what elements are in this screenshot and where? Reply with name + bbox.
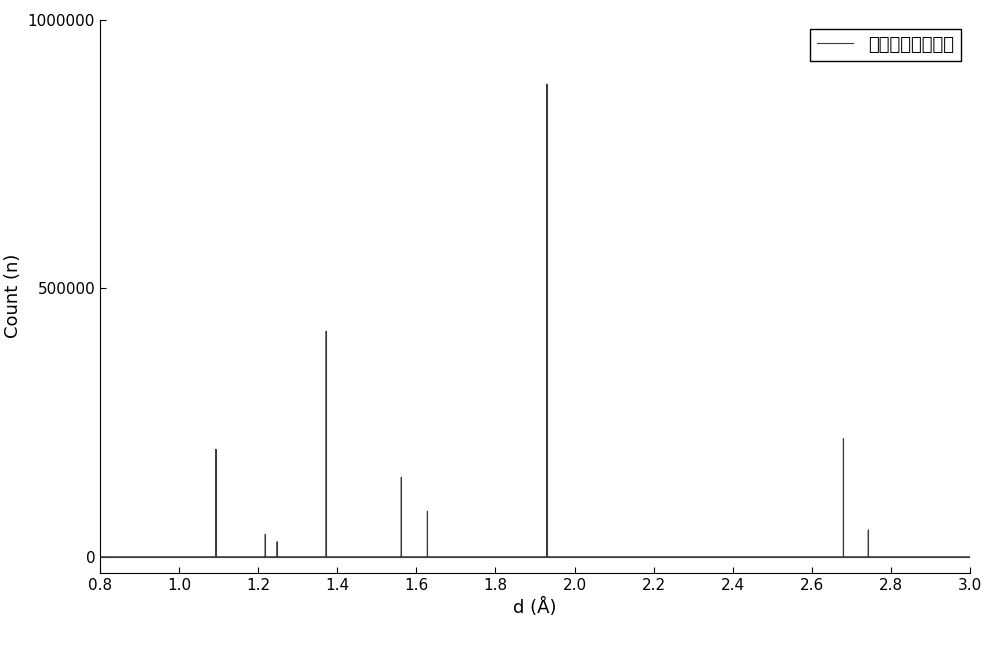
相干散射长度非零	[320, 327, 332, 335]
相干散射长度非零	[320, 553, 332, 561]
相干散射长度非零	[862, 553, 874, 561]
相干散射长度非零	[271, 553, 283, 561]
相干散射长度非零	[862, 553, 874, 561]
相干散射长度非零	[395, 473, 407, 481]
相干散射长度非零	[210, 553, 222, 561]
相干散射长度非零	[421, 553, 433, 561]
Line: 相干散射长度非零: 相干散射长度非零	[100, 84, 970, 557]
相干散射长度非零	[210, 553, 222, 561]
相干散射长度非零	[837, 553, 849, 561]
相干散射长度非零	[259, 553, 271, 561]
相干散射长度非零	[862, 526, 874, 534]
X-axis label: d (Å): d (Å)	[513, 598, 557, 617]
相干散射长度非零	[421, 553, 433, 561]
相干散射长度非零	[395, 553, 407, 561]
相干散射长度非零	[271, 538, 283, 546]
相干散射长度非零	[541, 553, 553, 561]
相干散射长度非零	[259, 553, 271, 561]
相干散射长度非零	[259, 531, 271, 538]
相干散射长度非零	[210, 445, 222, 453]
相干散射长度非零	[837, 553, 849, 561]
Legend: 相干散射长度非零: 相干散射长度非零	[810, 29, 961, 61]
相干散射长度非零	[94, 553, 106, 561]
相干散射长度非零	[421, 507, 433, 515]
Y-axis label: Count (n): Count (n)	[4, 254, 22, 339]
相干散射长度非零	[541, 80, 553, 88]
相干散射长度非零	[271, 553, 283, 561]
相干散射长度非零	[964, 553, 976, 561]
相干散射长度非零	[541, 553, 553, 561]
相干散射长度非零	[320, 553, 332, 561]
相干散射长度非零	[837, 435, 849, 443]
相干散射长度非零	[395, 553, 407, 561]
